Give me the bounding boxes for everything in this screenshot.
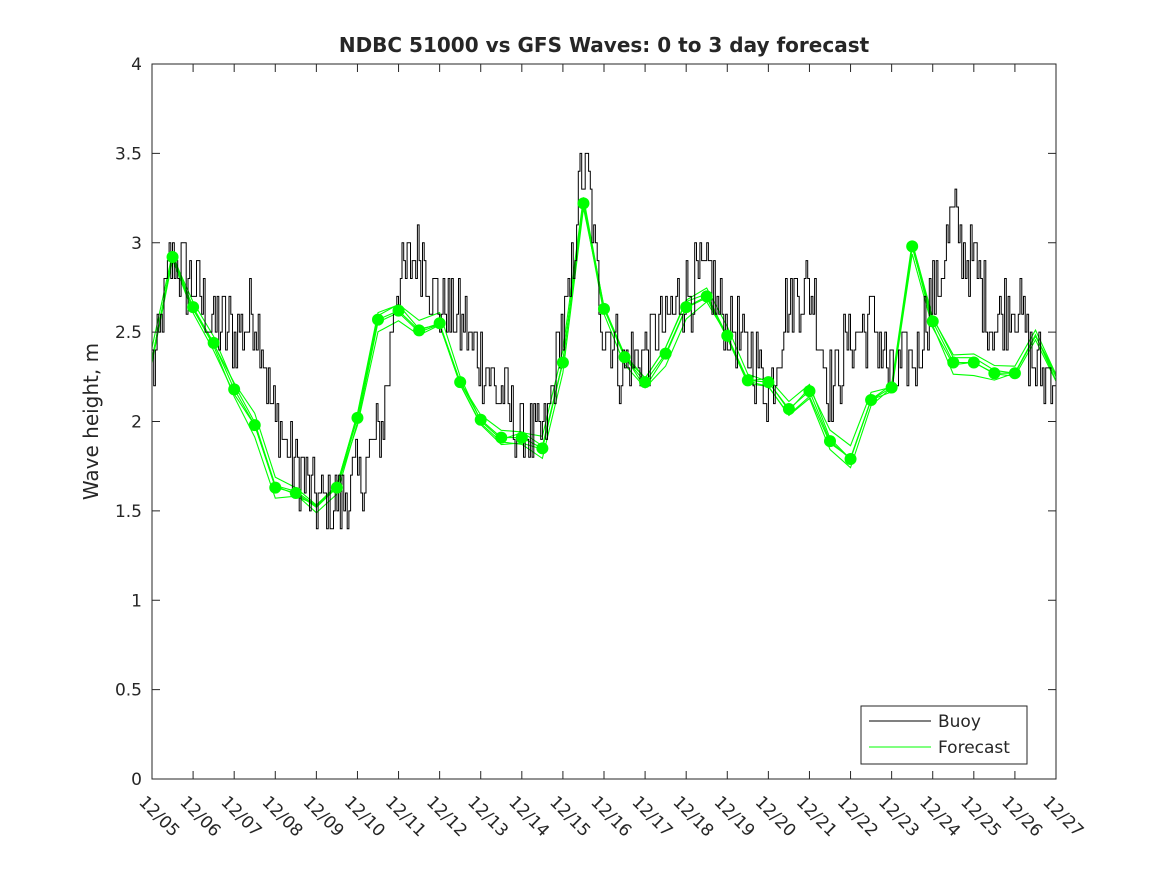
forecast-point — [700, 290, 713, 303]
forecast-point — [844, 453, 857, 466]
forecast-point — [803, 385, 816, 398]
forecast-point — [454, 376, 467, 389]
forecast-point — [618, 351, 631, 364]
forecast-point — [1008, 367, 1021, 380]
buoy-series-line — [152, 152, 1057, 530]
forecast-point — [639, 376, 652, 389]
x-tick-label: 12/23 — [874, 792, 923, 841]
forecast-point — [351, 411, 364, 424]
x-tick-label: 12/06 — [176, 792, 225, 841]
forecast-point — [413, 324, 426, 337]
y-tick-label: 2.5 — [115, 323, 142, 343]
x-tick-label: 12/16 — [586, 792, 635, 841]
chart-title: NDBC 51000 vs GFS Waves: 0 to 3 day fore… — [339, 33, 870, 57]
forecast-point — [556, 356, 569, 369]
legend-forecast-label: Forecast — [938, 738, 1010, 758]
x-tick-label: 12/10 — [340, 792, 389, 841]
y-tick-label: 3 — [131, 234, 142, 254]
forecast-point — [906, 240, 919, 253]
forecast-point — [228, 383, 241, 396]
forecast-point — [824, 435, 836, 448]
forecast-point — [330, 481, 343, 494]
y-axis-label: Wave height, m — [79, 343, 103, 500]
x-tick-label: 12/24 — [915, 792, 964, 841]
legend-buoy-label: Buoy — [938, 712, 981, 732]
x-tick-label: 12/13 — [463, 792, 512, 841]
forecast-point — [269, 481, 282, 494]
forecast-point — [248, 419, 261, 432]
y-tick-label: 3.5 — [115, 144, 142, 164]
plot-area — [152, 64, 1056, 779]
y-tick-label: 0 — [131, 770, 142, 790]
forecast-point — [741, 374, 754, 387]
forecast-point — [577, 197, 590, 210]
x-tick-label: 12/25 — [956, 792, 1005, 841]
x-tick-label: 12/17 — [628, 792, 677, 841]
forecast-point — [988, 367, 1001, 380]
x-tick-label: 12/19 — [710, 792, 759, 841]
forecast-point — [515, 431, 528, 444]
forecast-point — [721, 329, 734, 342]
forecast-point — [865, 394, 878, 407]
x-tick-label: 12/12 — [422, 792, 471, 841]
y-tick-label: 4 — [131, 55, 142, 75]
x-tick-label: 12/05 — [134, 792, 183, 841]
forecast-point — [495, 431, 508, 444]
y-tick-label: 2 — [131, 413, 142, 433]
forecast-point — [433, 317, 446, 330]
forecast-point — [474, 413, 487, 426]
legend-box — [860, 705, 1028, 765]
forecast-point — [207, 336, 220, 349]
x-tick-label: 12/09 — [299, 792, 348, 841]
forecast-point — [659, 347, 672, 360]
y-tick-label: 1 — [131, 591, 142, 611]
forecast-point — [598, 302, 610, 315]
forecast-point — [166, 251, 179, 264]
x-tick-label: 12/15 — [545, 792, 594, 841]
forecast-point — [372, 313, 384, 326]
x-tick-label: 12/08 — [258, 792, 307, 841]
forecast-markers-group — [166, 197, 1021, 499]
forecast-point — [289, 487, 302, 499]
x-tick-label: 12/18 — [669, 792, 718, 841]
forecast-point — [947, 356, 960, 369]
x-tick-label: 12/21 — [792, 792, 841, 841]
forecast-point — [762, 376, 775, 389]
x-tick-label: 12/11 — [381, 792, 430, 841]
forecast-point — [536, 442, 549, 455]
forecast-point — [885, 381, 898, 394]
y-tick-label: 0.5 — [115, 681, 142, 701]
x-tick-label: 12/26 — [997, 792, 1046, 841]
legend: Buoy Forecast — [860, 705, 1028, 765]
x-tick-label: 12/07 — [217, 792, 266, 841]
forecast-point — [392, 304, 405, 317]
x-tick-label: 12/14 — [504, 792, 553, 841]
y-tick-label: 1.5 — [115, 502, 142, 522]
buoy-series-group — [152, 152, 1057, 530]
x-tick-label: 12/22 — [833, 792, 882, 841]
x-tick-label: 12/20 — [751, 792, 800, 841]
forecast-point — [187, 301, 200, 314]
x-tick-label: 12/27 — [1038, 792, 1087, 841]
forecast-point — [680, 301, 693, 314]
forecast-point — [782, 402, 795, 415]
forecast-point — [967, 356, 980, 369]
forecast-point — [926, 315, 939, 328]
